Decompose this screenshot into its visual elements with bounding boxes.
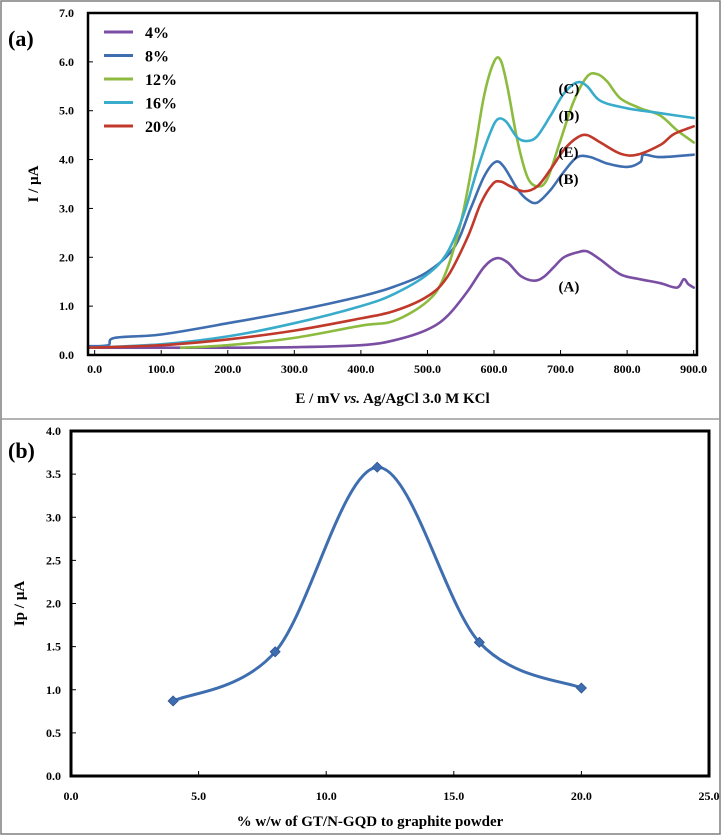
- data-point-marker-20: [575, 682, 587, 694]
- panel-b-x-axis-label: % w/w of GT/N-GQD to graphite powder: [237, 814, 504, 830]
- panel-b-x-tick-label: 10.0: [316, 789, 337, 803]
- panel-b-y-tick-label: 0.5: [46, 726, 61, 740]
- panel-a-y-tick-label: 4.0: [59, 153, 74, 167]
- panel-b-x-tick-label: 25.0: [699, 789, 720, 803]
- data-point-marker-12: [371, 461, 383, 473]
- panel-b-series: [167, 461, 587, 707]
- panel-b-ticks: 0.0 5.0 10.0 15.0 20.0 25.0 0.0 0.5 1.0 1.5 2.0 2.5…: [46, 424, 720, 803]
- panel-a-legend: 4% 8% 12% 16% 20%: [104, 25, 177, 136]
- panel-b-y-tick-label: 4.0: [46, 424, 61, 438]
- panel-a-x-tick-label: 400.0: [347, 362, 374, 376]
- panel-a-x-tick-label: 800.0: [614, 362, 641, 376]
- panel-a-label: (a): [8, 26, 34, 51]
- panel-a-y-tick-label: 7.0: [59, 6, 74, 20]
- panel-a-y-tick-label: 2.0: [59, 250, 74, 264]
- series-line-16pct: [86, 80, 695, 349]
- panel-b-y-tick-label: 2.5: [46, 553, 61, 567]
- panel-a-ticks: 0.0 100.0 200.0 300.0 400.0 500.0 600.0 700.0 80…: [59, 6, 707, 376]
- panel-b-y-tick-label: 3.0: [46, 510, 61, 524]
- panel-b-y-tick-label: 0.0: [46, 769, 61, 783]
- panel-b-y-tick-label: 2.0: [46, 597, 61, 611]
- data-point-marker-8: [269, 646, 281, 658]
- panel-b-x-tick-label: 20.0: [571, 789, 592, 803]
- panel-a-x-tick-label: 300.0: [281, 362, 308, 376]
- legend-label-8pct: 8%: [145, 49, 169, 66]
- panel-b-x-tick-label: 5.0: [191, 789, 206, 803]
- panel-b: (b) 0.0 5.0 10.0 15.0 20.0 25.0 0.0 0.5 1.0 1.5 2.…: [8, 424, 720, 830]
- panel-a-x-axis-label-prefix: E / mV: [295, 391, 343, 407]
- curve-label-D: (D): [559, 109, 580, 125]
- panel-a-x-tick-label: 0.0: [87, 362, 102, 376]
- panel-b-y-tick-label: 1.5: [46, 640, 61, 654]
- panel-a-y-tick-label: 3.0: [59, 201, 74, 215]
- panel-a-x-tick-label: 900.0: [680, 362, 707, 376]
- panel-b-plot-frame: [69, 429, 711, 778]
- curve-label-C: (C): [559, 82, 580, 98]
- panel-b-x-tick-label: 15.0: [443, 789, 464, 803]
- data-point-marker-16: [473, 636, 485, 648]
- panel-a: (a) 0.0 100.0 200.0 300.0 400.0 500.0 600.0 700…: [8, 6, 707, 407]
- legend-label-16pct: 16%: [145, 96, 177, 113]
- panel-a-x-tick-label: 100.0: [148, 362, 175, 376]
- data-point-marker-4: [167, 695, 179, 707]
- panel-a-x-axis-label-vs: vs.: [344, 391, 360, 407]
- panel-a-x-tick-label: 600.0: [481, 362, 508, 376]
- series-line-20pct: [86, 125, 695, 349]
- panel-b-y-tick-label: 3.5: [46, 467, 61, 481]
- legend-label-4pct: 4%: [145, 25, 169, 42]
- curve-label-A: (A): [559, 280, 580, 296]
- curve-label-E: (E): [559, 145, 579, 161]
- panel-a-y-tick-label: 0.0: [59, 348, 74, 362]
- panel-a-plot-frame: [86, 11, 699, 357]
- panel-a-series: [86, 56, 695, 350]
- series-line-12pct: [179, 56, 695, 349]
- panel-a-y-tick-label: 1.0: [59, 299, 74, 313]
- panel-a-y-tick-label: 5.0: [59, 104, 74, 118]
- series-line-8pct: [86, 153, 695, 348]
- panel-a-y-tick-label: 6.0: [59, 55, 74, 69]
- legend-label-12pct: 12%: [145, 72, 177, 89]
- panel-a-x-axis-label-suffix: Ag/AgCl 3.0 M KCl: [360, 391, 490, 407]
- panel-a-x-axis-label: E / mV vs. Ag/AgCl 3.0 M KCl: [295, 391, 489, 407]
- panel-a-curve-labels: (A) (B) (C) (D) (E): [559, 82, 580, 296]
- panel-a-x-tick-label: 500.0: [414, 362, 441, 376]
- panel-b-x-tick-label: 0.0: [64, 789, 79, 803]
- panel-b-label: (b): [8, 438, 35, 463]
- panel-a-y-axis-label: I / µA: [26, 165, 42, 202]
- panel-b-y-tick-label: 1.0: [46, 683, 61, 697]
- panel-a-x-tick-label: 700.0: [547, 362, 574, 376]
- series-line-4pct: [93, 249, 695, 350]
- panel-a-x-tick-label: 200.0: [214, 362, 241, 376]
- ip-curve-line: [171, 465, 583, 703]
- panel-b-y-axis-label: Ip / µA: [12, 581, 28, 626]
- curve-label-B: (B): [559, 172, 579, 188]
- legend-label-20pct: 20%: [145, 119, 177, 136]
